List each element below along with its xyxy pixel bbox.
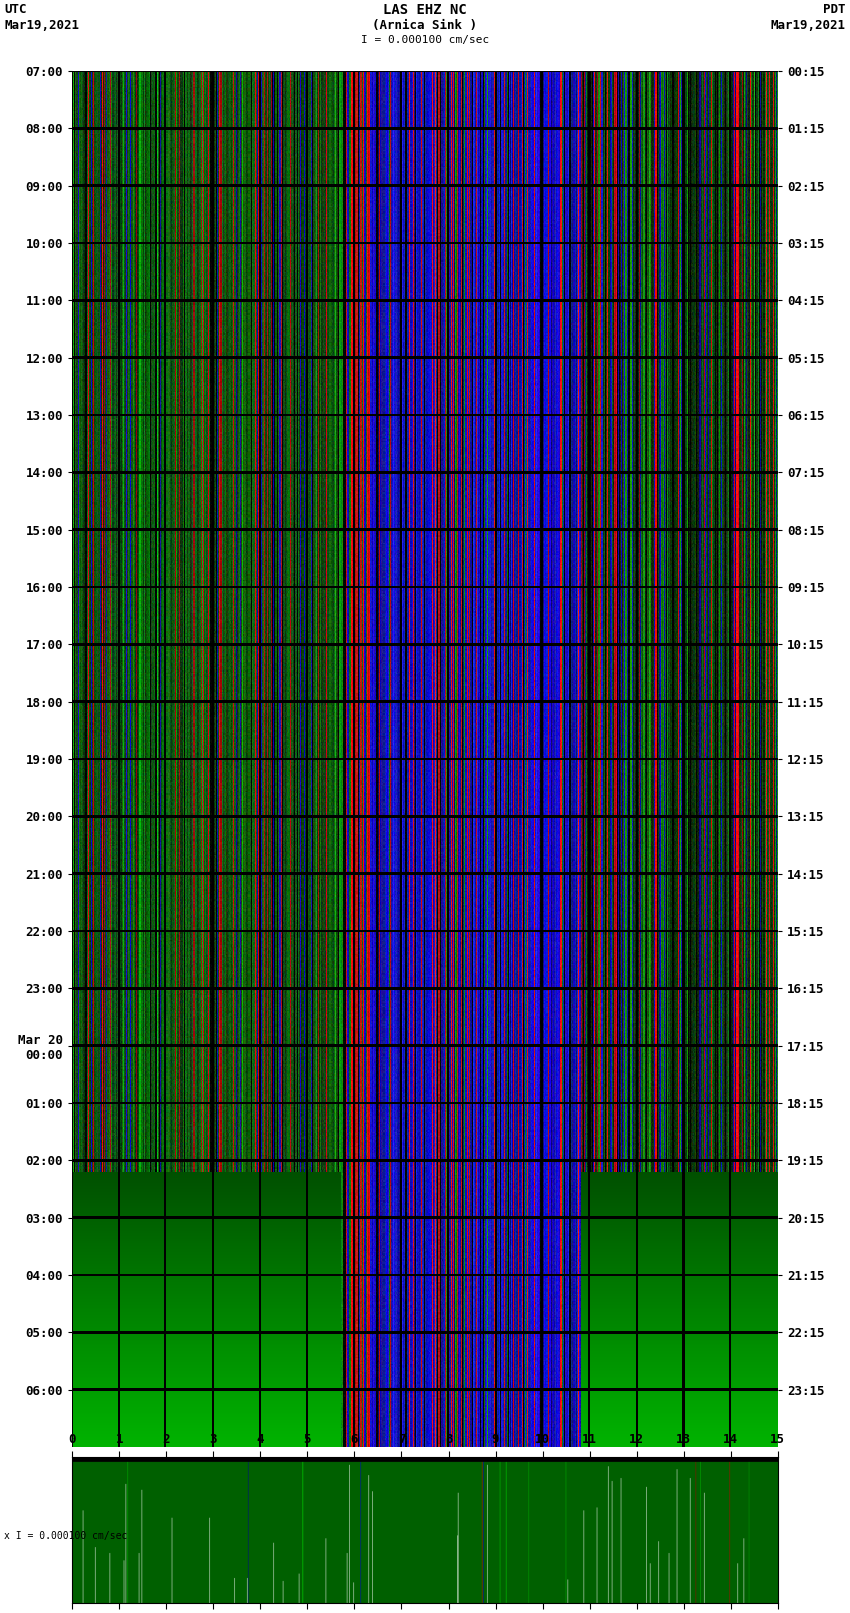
Text: Mar19,2021: Mar19,2021 [771, 19, 846, 32]
Text: (Arnica Sink ): (Arnica Sink ) [372, 19, 478, 32]
Text: I = 0.000100 cm/sec: I = 0.000100 cm/sec [361, 35, 489, 45]
Text: Mar19,2021: Mar19,2021 [4, 19, 79, 32]
Text: PDT: PDT [824, 3, 846, 16]
Text: LAS EHZ NC: LAS EHZ NC [383, 3, 467, 18]
Text: UTC: UTC [4, 3, 26, 16]
Text: x I = 0.000100 cm/sec: x I = 0.000100 cm/sec [4, 1531, 127, 1540]
